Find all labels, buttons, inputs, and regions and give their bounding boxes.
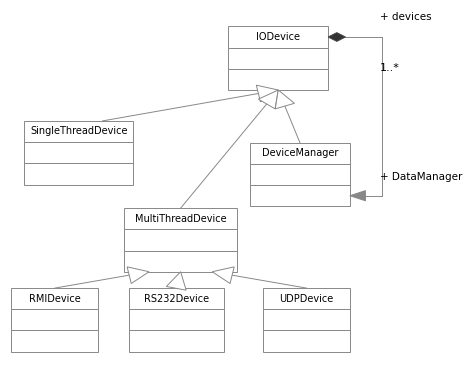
Text: RS232Device: RS232Device [144, 294, 209, 304]
Text: RMIDevice: RMIDevice [29, 294, 81, 304]
Polygon shape [275, 90, 294, 109]
Polygon shape [350, 191, 365, 201]
Text: DeviceManager: DeviceManager [262, 148, 338, 158]
Bar [128, 309, 224, 331]
Bar [11, 309, 98, 331]
Polygon shape [127, 267, 149, 283]
Text: IODevice: IODevice [256, 32, 300, 42]
Polygon shape [328, 32, 346, 41]
Bar [25, 121, 133, 142]
Bar [228, 48, 328, 69]
Text: + devices: + devices [380, 12, 432, 22]
Text: SingleThreadDevice: SingleThreadDevice [30, 127, 128, 137]
Polygon shape [212, 267, 234, 283]
Bar [124, 208, 237, 229]
Bar [250, 185, 350, 206]
Bar [128, 288, 224, 309]
Bar [25, 142, 133, 163]
Bar [263, 309, 350, 331]
Bar [228, 69, 328, 90]
Polygon shape [258, 90, 278, 109]
Text: + DataManager: + DataManager [380, 172, 463, 182]
Polygon shape [256, 85, 278, 102]
Bar [124, 251, 237, 272]
Bar [263, 288, 350, 309]
Bar [25, 163, 133, 184]
Bar [128, 331, 224, 352]
Text: 1..*: 1..* [380, 63, 400, 73]
Bar [124, 229, 237, 251]
Bar [11, 288, 98, 309]
Polygon shape [166, 272, 186, 290]
Bar [250, 143, 350, 164]
Text: MultiThreadDevice: MultiThreadDevice [135, 214, 227, 224]
Text: UDPDevice: UDPDevice [279, 294, 334, 304]
Bar [11, 331, 98, 352]
Bar [228, 27, 328, 48]
Bar [250, 164, 350, 185]
Bar [263, 331, 350, 352]
